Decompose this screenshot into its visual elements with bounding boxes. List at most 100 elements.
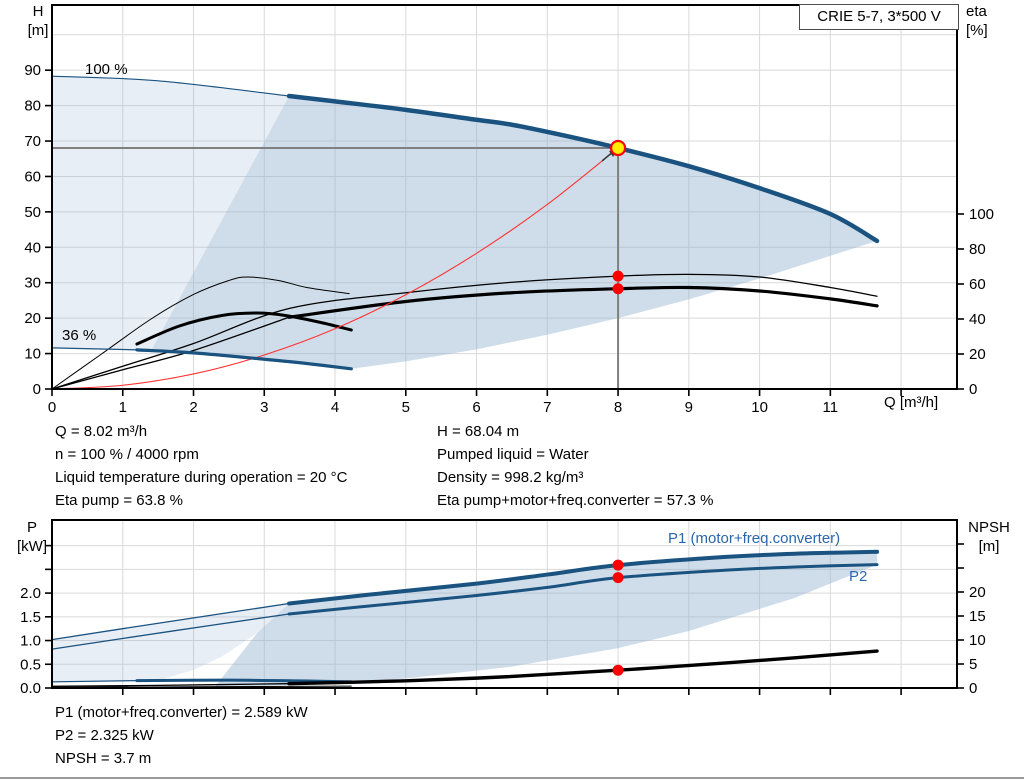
info-line-liquid: Pumped liquid = Water [437,446,589,463]
speed-36-label: 36 % [62,327,97,344]
power-range-pale [52,603,290,683]
eta-axis-symbol: eta [966,3,987,20]
svg-text:90: 90 [24,62,41,79]
power-info: P1 (motor+freq.converter) = 2.589 kW P2 … [55,701,308,770]
p-axis-label: P [kW] [12,518,52,556]
pump-type-box: CRIE 5-7, 3*500 V [799,4,959,30]
svg-text:20: 20 [969,584,986,601]
p1-curve-extrapolated [51,602,290,641]
info-line-temperature: Liquid temperature during operation = 20… [55,469,348,486]
p-axis-unit: [kW] [17,538,47,555]
eta-total-curve [287,285,879,319]
eta-total-curve-extrapolated [51,316,290,390]
p2-curve [287,563,879,616]
gridlines [52,5,957,389]
svg-text:80: 80 [24,98,41,115]
svg-text:4: 4 [331,399,339,416]
svg-text:40: 40 [24,239,41,256]
eta-axis-unit: [%] [966,22,988,39]
svg-text:11: 11 [823,399,839,416]
duty-info-left: Q = 8.02 m³/h n = 100 % / 4000 rpm Liqui… [55,420,347,512]
axis-ticks [45,543,964,695]
npsh-axis-symbol: NPSH [968,519,1010,536]
svg-text:30: 30 [24,275,41,292]
system-curve [51,147,619,390]
info-line-q: Q = 8.02 m³/h [55,423,148,440]
eta-pump-point [612,270,624,282]
axis-ticks [45,69,964,396]
svg-text:0: 0 [969,381,977,398]
svg-text:8: 8 [614,399,622,416]
p2-curve-label: P2 [849,568,868,585]
npsh-point [612,664,624,676]
svg-text:20: 20 [969,346,986,363]
svg-text:9: 9 [685,399,693,416]
h-axis-label: H [m] [20,2,56,40]
info-line-h: H = 68.04 m [437,423,520,440]
svg-text:5: 5 [969,656,977,673]
pump-curve-100pct-extrapolated [51,75,290,97]
duty-info-right: H = 68.04 m Pumped liquid = Water Densit… [437,420,713,512]
svg-text:2.0: 2.0 [20,585,41,602]
svg-text:1.0: 1.0 [20,633,41,650]
hq-eta-chart: 0 10 20 30 40 50 60 70 80 90 0 20 40 60 80 100 0 1 2 3 4 5 6 7 8… [24,4,994,416]
svg-text:40: 40 [969,311,986,328]
axis-tick-labels: 0.0 0.5 1.0 1.5 2.0 0 5 10 15 20 [20,584,986,697]
p-axis-symbol: P [26,519,37,536]
info-line-p2: P2 = 2.325 kW [55,727,154,744]
npsh-axis-label: NPSH [m] [960,518,1018,556]
info-line-density: Density = 998.2 kg/m³ [437,469,584,486]
q-axis-label: Q [m³/h] [884,394,939,411]
info-line-p1: P1 (motor+freq.converter) = 2.589 kW [55,704,308,721]
info-line-speed: n = 100 % / 4000 rpm [55,446,199,463]
svg-text:60: 60 [969,276,986,293]
svg-text:7: 7 [543,399,551,416]
svg-text:20: 20 [24,310,41,327]
speed-100-label: 100 % [85,61,128,78]
p1-curve [287,549,880,606]
svg-text:10: 10 [24,346,41,363]
svg-text:100: 100 [969,206,994,223]
svg-text:3: 3 [260,399,268,416]
svg-text:1: 1 [119,399,127,416]
svg-text:0.0: 0.0 [20,680,41,697]
svg-text:10: 10 [751,399,768,416]
eta-total-reduced-speed-curve [135,311,353,346]
h-axis-unit: [m] [27,22,49,39]
power-envelope [214,551,878,688]
plot-border [51,519,958,689]
svg-text:50: 50 [24,204,41,221]
info-line-eta-total: Eta pump+motor+freq.converter = 57.3 % [437,492,714,509]
svg-text:15: 15 [969,608,986,625]
plot-border [51,4,958,390]
svg-text:0: 0 [33,381,41,398]
p1-point [612,559,624,571]
svg-text:1.5: 1.5 [20,609,41,626]
p2-curve-extrapolated [51,613,290,650]
eta-pump-curve [51,273,878,390]
npsh-axis-unit: [m] [978,538,1000,555]
svg-text:0.5: 0.5 [20,656,41,673]
p2-point [612,572,624,584]
duty-point[interactable] [609,139,627,157]
svg-text:5: 5 [402,399,410,416]
svg-text:10: 10 [969,632,986,649]
h-axis-symbol: H [32,3,44,20]
pump-curve-36pct-extrapolated [51,347,138,351]
eta-axis-label: eta [%] [966,2,988,40]
bottom-divider [0,777,1024,779]
svg-text:80: 80 [969,241,986,258]
npsh-curve-extrapolated [51,683,290,687]
speed-range-pale [52,76,290,353]
svg-text:0: 0 [48,399,56,416]
svg-text:2: 2 [189,399,197,416]
svg-text:0: 0 [969,680,977,697]
eta-pump-reduced-speed-curve [51,276,350,390]
p1-36pct-extrapolated [51,680,138,683]
eta-total-point [612,283,624,295]
svg-text:6: 6 [472,399,480,416]
pump-curve-100pct [286,93,880,244]
power-npsh-chart: 0.0 0.5 1.0 1.5 2.0 0 5 10 15 20 [20,519,986,697]
